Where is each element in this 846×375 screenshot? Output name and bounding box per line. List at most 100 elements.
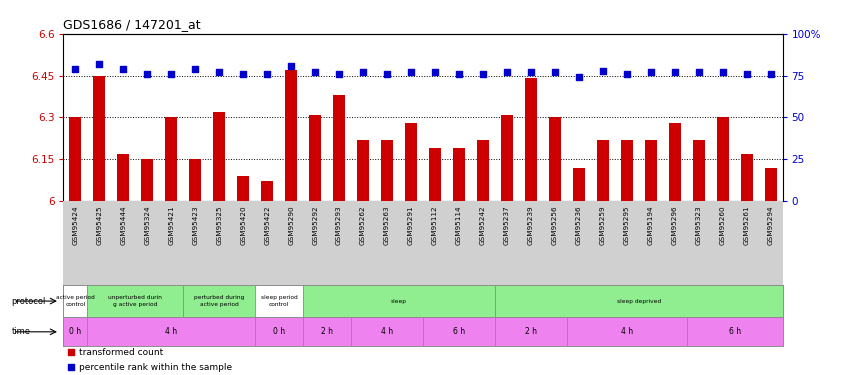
Point [92, 61, 106, 67]
Bar [303, 318, 351, 346]
Text: protocol: protocol [12, 297, 46, 306]
Text: GSM95236: GSM95236 [576, 205, 582, 245]
Bar [333, 95, 345, 201]
Text: GSM95260: GSM95260 [720, 205, 726, 245]
Bar [717, 117, 728, 201]
Point [69, 66, 82, 72]
Text: 4 h: 4 h [621, 327, 633, 336]
Text: GSM95296: GSM95296 [672, 205, 678, 245]
Text: 2 h: 2 h [321, 327, 333, 336]
Text: GSM95421: GSM95421 [168, 205, 174, 245]
Text: unperturbed durin
g active period: unperturbed durin g active period [108, 296, 162, 307]
Bar [549, 117, 561, 201]
Text: GSM95295: GSM95295 [624, 205, 629, 245]
Text: transformed count: transformed count [80, 348, 163, 357]
Text: 6 h: 6 h [453, 327, 465, 336]
Text: sleep: sleep [391, 298, 407, 303]
Text: GSM95323: GSM95323 [695, 205, 701, 245]
Text: GSM95423: GSM95423 [192, 205, 198, 245]
Text: GSM95424: GSM95424 [73, 205, 79, 245]
Bar [213, 112, 225, 201]
Bar [765, 168, 777, 201]
Text: 4 h: 4 h [381, 327, 393, 336]
Point [596, 68, 609, 74]
Text: GSM95292: GSM95292 [312, 205, 318, 245]
Text: GSM95325: GSM95325 [217, 205, 222, 245]
Bar [351, 318, 423, 346]
Text: GSM95261: GSM95261 [744, 205, 750, 245]
Bar [405, 123, 417, 201]
Text: sleep period
control: sleep period control [261, 296, 298, 307]
Point [572, 74, 585, 80]
Bar [573, 168, 585, 201]
Point [356, 69, 370, 75]
Text: GSM95263: GSM95263 [384, 205, 390, 245]
Point [764, 71, 777, 77]
Point [261, 71, 274, 77]
Text: 0 h: 0 h [69, 327, 81, 336]
Text: GSM95239: GSM95239 [528, 205, 534, 245]
Text: percentile rank within the sample: percentile rank within the sample [80, 363, 233, 372]
Point [500, 69, 514, 75]
Text: perturbed during
active period: perturbed during active period [194, 296, 244, 307]
Text: GSM95293: GSM95293 [336, 205, 342, 245]
Bar [237, 176, 250, 201]
Point [481, 184, 495, 190]
Point [284, 63, 298, 69]
Text: sleep deprived: sleep deprived [617, 298, 661, 303]
Text: 6 h: 6 h [728, 327, 740, 336]
Bar [63, 318, 87, 346]
Bar [596, 140, 609, 201]
Bar [93, 76, 106, 201]
Bar [668, 123, 681, 201]
Text: GDS1686 / 147201_at: GDS1686 / 147201_at [63, 18, 201, 31]
Bar [453, 148, 465, 201]
Bar [495, 285, 783, 318]
Point [476, 71, 490, 77]
Point [644, 69, 657, 75]
Bar [69, 117, 81, 201]
Bar [255, 318, 303, 346]
Point [140, 71, 154, 77]
Bar [645, 140, 656, 201]
Point [481, 321, 495, 327]
Text: 4 h: 4 h [165, 327, 178, 336]
Text: GSM95262: GSM95262 [360, 205, 366, 245]
Text: GSM95242: GSM95242 [480, 205, 486, 245]
Text: GSM95112: GSM95112 [432, 205, 438, 245]
Bar [303, 285, 495, 318]
Text: 0 h: 0 h [273, 327, 285, 336]
Bar [141, 159, 153, 201]
Bar [621, 140, 633, 201]
Text: GSM95290: GSM95290 [288, 205, 294, 245]
Point [308, 69, 321, 75]
Bar [255, 285, 303, 318]
Text: GSM95422: GSM95422 [264, 205, 270, 245]
Bar [87, 285, 184, 318]
Point [404, 69, 418, 75]
Bar [87, 318, 255, 346]
Text: GSM95294: GSM95294 [767, 205, 773, 245]
Bar [429, 148, 441, 201]
Point [381, 71, 394, 77]
Bar [525, 78, 537, 201]
Text: GSM95425: GSM95425 [96, 205, 102, 245]
Bar [63, 285, 87, 318]
Text: active period
control: active period control [56, 296, 95, 307]
Point [525, 69, 538, 75]
Bar [501, 115, 513, 201]
Point [620, 71, 634, 77]
Point [716, 69, 729, 75]
Bar [357, 140, 369, 201]
Text: GSM95237: GSM95237 [504, 205, 510, 245]
Point [428, 69, 442, 75]
Point [668, 69, 682, 75]
Text: GSM95420: GSM95420 [240, 205, 246, 245]
Point [189, 66, 202, 72]
Bar [477, 140, 489, 201]
Point [692, 69, 706, 75]
Text: GSM95256: GSM95256 [552, 205, 558, 245]
Bar [285, 70, 297, 201]
Point [452, 71, 465, 77]
Point [332, 71, 346, 77]
